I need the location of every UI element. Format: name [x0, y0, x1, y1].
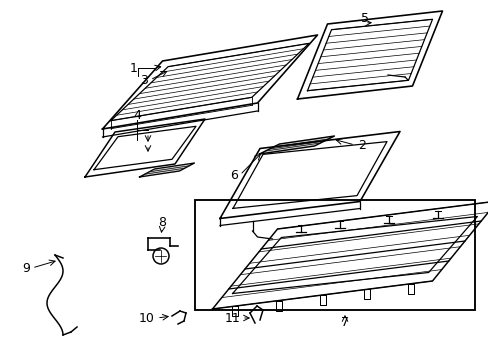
Text: 3: 3	[140, 73, 148, 86]
Text: 11: 11	[224, 311, 240, 324]
Polygon shape	[259, 136, 334, 154]
Polygon shape	[102, 35, 317, 129]
Text: 8: 8	[158, 216, 165, 229]
Text: 9: 9	[22, 261, 30, 274]
Polygon shape	[139, 163, 194, 177]
Polygon shape	[212, 201, 488, 309]
Text: 6: 6	[230, 168, 238, 181]
Text: 10: 10	[139, 311, 155, 324]
Polygon shape	[85, 119, 204, 177]
Text: 1: 1	[130, 62, 138, 75]
Polygon shape	[297, 11, 442, 99]
Polygon shape	[220, 131, 399, 219]
Text: 5: 5	[360, 12, 368, 24]
Text: 4: 4	[133, 108, 141, 122]
Text: 2: 2	[357, 139, 365, 152]
Text: 7: 7	[340, 315, 348, 328]
Bar	[195, 200, 474, 310]
